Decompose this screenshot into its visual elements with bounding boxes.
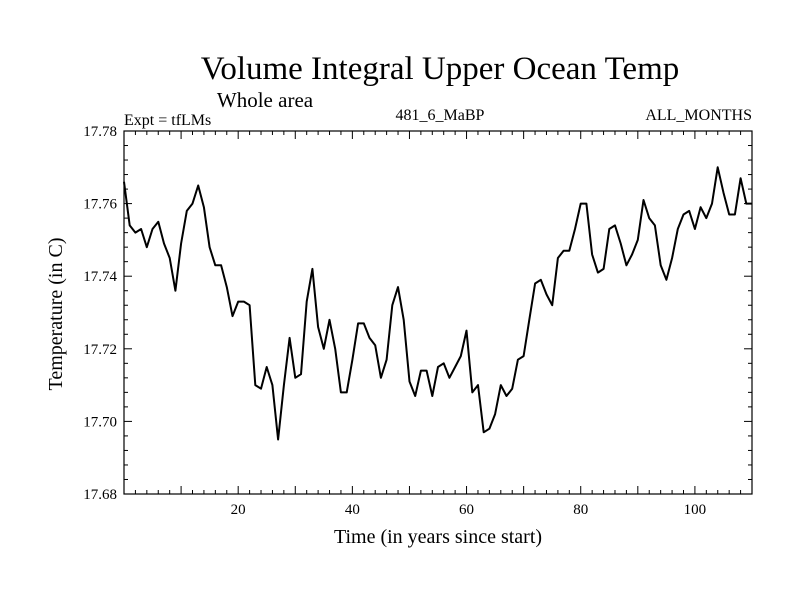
tick-labels: 20 40 60 80 100 17.68 17.70 17.72 17.74 17.76 17.7… <box>83 124 706 518</box>
series <box>123 166 752 441</box>
y-tick-label: 17.70 <box>83 414 117 430</box>
run-label: 481_6_MaBP <box>396 107 485 124</box>
y-tick-label: 17.72 <box>83 342 117 358</box>
chart-subtitle: Whole area <box>217 88 314 112</box>
ticks <box>123 130 753 495</box>
x-tick-label: 20 <box>231 502 246 518</box>
y-tick-label: 17.76 <box>83 197 117 213</box>
plot-frame <box>123 130 753 495</box>
months-label: ALL_MONTHS <box>645 107 752 124</box>
chart-title: Volume Integral Upper Ocean Temp <box>201 51 679 87</box>
axes <box>123 130 753 495</box>
x-tick-label: 80 <box>573 502 588 518</box>
y-axis-label: Temperature (in C) <box>45 238 67 391</box>
y-tick-label: 17.78 <box>83 124 117 140</box>
x-tick-label: 40 <box>345 502 360 518</box>
x-tick-label: 60 <box>459 502 474 518</box>
y-tick-label: 17.68 <box>83 487 117 503</box>
x-axis-label: Time (in years since start) <box>334 526 542 548</box>
y-tick-label: 17.74 <box>83 269 117 285</box>
temperature-series-line <box>123 166 752 441</box>
experiment-label: Expt = tfLMs <box>124 112 211 129</box>
x-tick-label: 100 <box>684 502 707 518</box>
